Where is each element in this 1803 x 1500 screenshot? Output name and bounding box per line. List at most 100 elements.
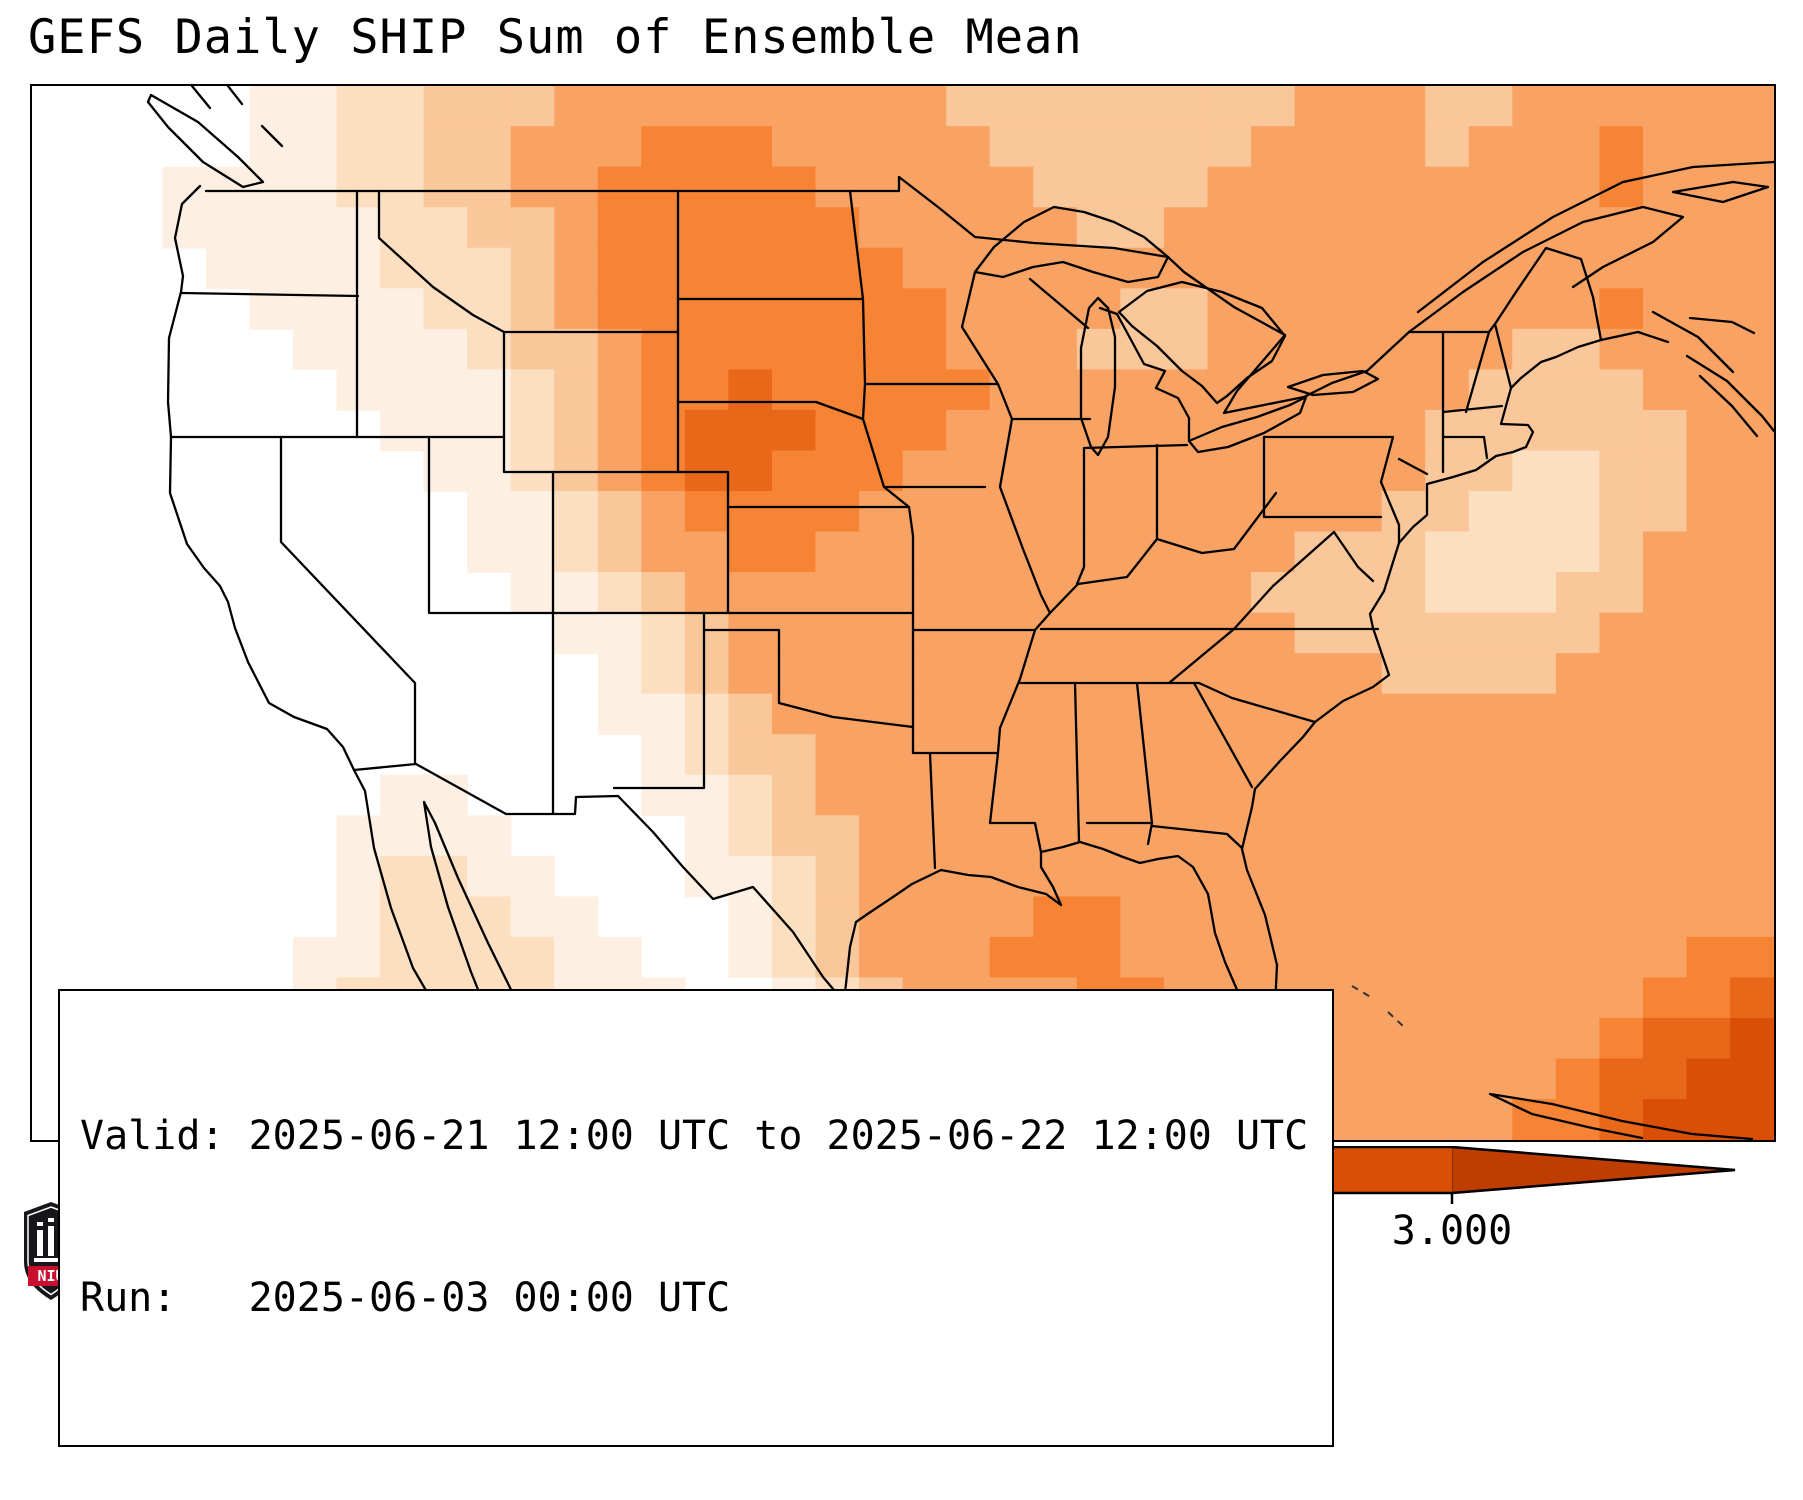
heatmap-cell — [1730, 531, 1774, 573]
heatmap-cell — [1555, 126, 1601, 168]
heatmap-cell — [1163, 328, 1209, 371]
heatmap-cell — [1076, 612, 1122, 654]
heatmap-cell — [1642, 612, 1688, 654]
heatmap-cell — [1294, 653, 1339, 695]
heatmap-cell — [1468, 288, 1514, 330]
heatmap-cell — [728, 572, 773, 614]
heatmap-cell — [902, 531, 947, 573]
heatmap-cell — [902, 815, 947, 857]
heatmap-cell — [423, 247, 468, 290]
heatmap-cell — [1468, 693, 1514, 736]
heatmap-cell — [1555, 247, 1601, 290]
heatmap-cell — [1686, 734, 1731, 776]
heatmap-cell — [510, 896, 555, 938]
heatmap-cell — [1033, 936, 1078, 979]
heatmap-cell — [815, 774, 860, 817]
heatmap-cell — [1686, 490, 1731, 533]
heatmap-cell — [1599, 450, 1644, 492]
heatmap-cell — [1512, 531, 1557, 573]
heatmap-cell — [989, 288, 1035, 330]
heatmap-cell — [1730, 490, 1774, 533]
heatmap-cell — [771, 288, 817, 330]
heatmap-cell — [989, 531, 1035, 573]
heatmap-cell — [1555, 450, 1601, 492]
heatmap-cell — [1686, 693, 1731, 736]
heatmap-cell — [1294, 734, 1339, 776]
heatmap-cell — [1555, 1017, 1601, 1060]
heatmap-cell — [815, 247, 860, 290]
heatmap-cell — [641, 612, 686, 654]
heatmap-cell — [902, 369, 947, 411]
heatmap-cell — [1642, 450, 1688, 492]
heatmap-cell — [1730, 977, 1774, 1019]
heatmap-cell — [1163, 774, 1209, 817]
heatmap-cell — [1555, 1099, 1601, 1140]
heatmap-cell — [510, 936, 555, 979]
heatmap-cell — [1120, 612, 1165, 654]
heatmap-cell — [554, 896, 599, 938]
heatmap-cell — [380, 369, 425, 411]
heatmap-cell — [1163, 126, 1209, 168]
heatmap-cell — [946, 653, 991, 695]
heatmap-cell — [859, 86, 904, 127]
heatmap-cell — [1251, 531, 1296, 573]
heatmap-cell — [554, 126, 599, 168]
heatmap-cell — [859, 612, 904, 654]
heatmap-cell — [1338, 450, 1383, 492]
heatmap-cell — [554, 490, 599, 533]
heatmap-cell — [380, 896, 425, 938]
heatmap-cell — [1076, 126, 1122, 168]
heatmap-cell — [336, 166, 381, 209]
heatmap-cell — [423, 126, 468, 168]
heatmap-cell — [946, 86, 991, 127]
heatmap-cell — [1425, 531, 1470, 573]
heatmap-cell — [1076, 207, 1122, 249]
heatmap-cell — [423, 288, 468, 330]
valid-time-text: Valid: 2025-06-21 12:00 UTC to 2025-06-2… — [80, 1113, 1309, 1159]
heatmap-cell — [859, 774, 904, 817]
heatmap-cell — [1294, 531, 1339, 573]
heatmap-cell — [380, 328, 425, 371]
heatmap-cell — [946, 126, 991, 168]
heatmap-cell — [1599, 247, 1644, 290]
heatmap-cell — [423, 166, 468, 209]
heatmap-cell — [1468, 653, 1514, 695]
heatmap-cell — [1642, 126, 1688, 168]
heatmap-cell — [1730, 450, 1774, 492]
heatmap-cell — [1599, 936, 1644, 979]
heatmap-cell — [1338, 409, 1383, 452]
heatmap-cell — [1555, 207, 1601, 249]
heatmap-cell — [510, 531, 555, 573]
heatmap-cell — [859, 815, 904, 857]
heatmap-cell — [423, 896, 468, 938]
heatmap-cell — [1686, 896, 1731, 938]
heatmap-cell — [946, 288, 991, 330]
heatmap-cell — [423, 855, 468, 898]
heatmap-cell — [510, 855, 555, 898]
heatmap-cell — [1730, 896, 1774, 938]
heatmap-cell — [815, 126, 860, 168]
heatmap-cell — [1730, 207, 1774, 249]
heatmap-cell — [1033, 734, 1078, 776]
heatmap-cell — [859, 855, 904, 898]
heatmap-cell — [597, 409, 643, 452]
heatmap-cell — [859, 572, 904, 614]
heatmap-cell — [1468, 531, 1514, 573]
heatmap-cell — [1555, 572, 1601, 614]
heatmap-cell — [292, 247, 338, 290]
heatmap-cell — [1512, 328, 1557, 371]
heatmap-cell — [1686, 288, 1731, 330]
heatmap-cell — [1381, 369, 1426, 411]
heatmap-cell — [1642, 1017, 1688, 1060]
heatmap-cell — [554, 531, 599, 573]
heatmap-cell — [467, 207, 512, 249]
heatmap-cell — [859, 531, 904, 573]
heatmap-cell — [1642, 977, 1688, 1019]
heatmap-cell — [815, 166, 860, 209]
heatmap-cell — [1163, 572, 1209, 614]
heatmap-cell — [1425, 896, 1470, 938]
heatmap-cell — [1599, 653, 1644, 695]
heatmap-cell — [1686, 86, 1731, 127]
heatmap-cell — [1120, 896, 1165, 938]
heatmap-cell — [902, 126, 947, 168]
